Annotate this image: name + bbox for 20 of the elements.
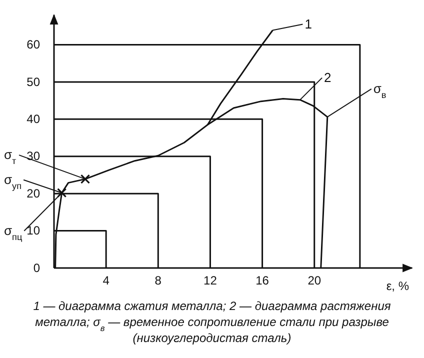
- x-tick-label: 8: [154, 274, 162, 288]
- y-tick-label: 10: [26, 224, 40, 238]
- annotation: σ$_{т}$: [4, 147, 18, 166]
- y-tick-label: 20: [26, 186, 40, 200]
- y-tick-label: 0: [33, 260, 40, 275]
- annotation: 2: [324, 70, 332, 85]
- annotation: σ$_{пц}$: [4, 222, 22, 242]
- x-tick-label: 20: [308, 274, 322, 288]
- x-tick-label: 12: [204, 274, 218, 288]
- annotation: 1: [304, 16, 312, 32]
- y-tick-label: 60: [26, 38, 40, 52]
- y-tick-label: 50: [26, 74, 40, 89]
- annotation: σ$_{уп}$: [4, 172, 22, 191]
- x-tick-label: 4: [102, 274, 110, 288]
- x-tick-label: 16: [256, 274, 270, 288]
- annotation: σ$_{в}$: [373, 80, 386, 100]
- y-tick-label: 40: [26, 112, 40, 126]
- text: 1 — диаграмма сжатия металла; 2 — диаграмма растяжения металла; σ$_{в}$ — временное сопротивление стали при разрыве (низкоуглеродистая сталь): [33, 299, 392, 345]
- x-axis-title: ε, %: [386, 279, 410, 293]
- y-tick-label: 30: [26, 149, 40, 164]
